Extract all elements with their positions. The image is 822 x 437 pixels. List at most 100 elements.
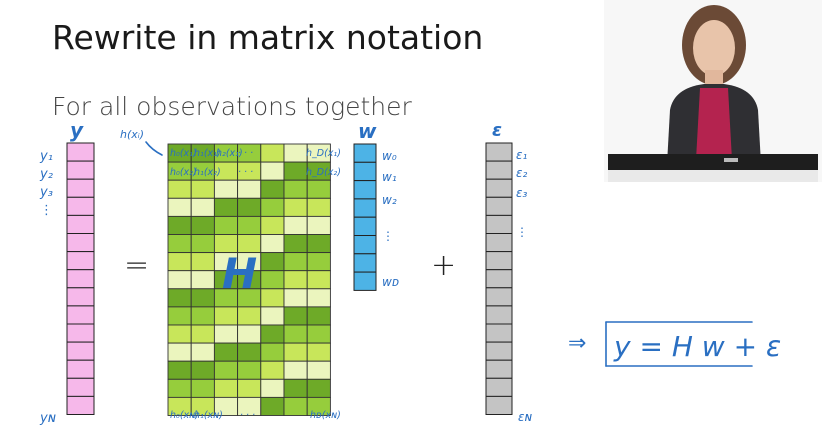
h-matrix-cell [167, 324, 192, 344]
h-first-row-entry: h₀(x₁) [170, 148, 197, 159]
h-matrix-cell [283, 161, 308, 181]
h-matrix-cell [167, 378, 192, 398]
h-matrix-cell [306, 179, 331, 199]
h-matrix-cell [260, 197, 285, 217]
lecturer-video [604, 0, 822, 182]
h-matrix-cell [190, 270, 215, 290]
h-matrix-cell [260, 324, 285, 344]
y-vector: y y₁ y₂ y₃ ⋮ yɴ [39, 118, 95, 426]
h-matrix-cell [213, 306, 239, 326]
h-matrix-cell [283, 270, 308, 290]
h-matrix-cell [167, 215, 192, 235]
h-matrix-cell [237, 342, 262, 362]
h-matrix-cell [167, 179, 192, 199]
h-matrix-cell [306, 396, 331, 416]
y-last-label: yɴ [39, 411, 56, 426]
h-first-row-entry: h₂(x₁) [216, 148, 243, 159]
h-matrix-cell [190, 197, 215, 217]
h-first-row-entry: h_D(x₁) [306, 148, 341, 159]
h-matrix-cell [237, 197, 262, 217]
h-matrix-cell [260, 143, 285, 163]
eps-cell [485, 395, 513, 415]
w-last-label: wᴅ [382, 275, 399, 289]
h-matrix-cell [283, 215, 308, 235]
y-cell [66, 269, 95, 289]
y-cell [66, 142, 95, 162]
w-label: w₁ [382, 170, 397, 184]
h-matrix-cell [213, 215, 239, 235]
h-matrix-cell [306, 215, 331, 235]
h-matrix-cell [260, 179, 285, 199]
eps-cell [485, 359, 513, 379]
h-matrix-cell [306, 252, 331, 272]
eps-label: ⋮ [516, 225, 528, 239]
h-matrix-cell [213, 324, 239, 344]
h-matrix-cell [213, 378, 239, 398]
eps-cell [485, 287, 513, 307]
h-matrix-cell [283, 288, 308, 308]
h-matrix-cell [283, 197, 308, 217]
h-matrix-cell [213, 179, 239, 199]
h-matrix-cell [190, 215, 215, 235]
slide-title: Rewrite in matrix notation [52, 18, 484, 57]
h-matrix-cell [167, 197, 192, 217]
y-label: y₂ [39, 167, 53, 182]
y-cell [66, 377, 95, 397]
h-matrix-cell [283, 396, 308, 416]
h-matrix-cell [283, 143, 308, 163]
result-equation: y = H w + ε [613, 330, 781, 363]
w-cell [353, 198, 377, 218]
w-vector: w w₀ w₁ w₂ ⋮ wᴅ [353, 119, 399, 291]
h-last-row-entry: h₁(xɴ) [194, 410, 223, 421]
h-matrix-cell [190, 234, 215, 254]
h-matrix-cell [306, 270, 331, 290]
h-matrix-cell [283, 179, 308, 199]
h-matrix-cell [237, 378, 262, 398]
h-matrix-cell [306, 324, 331, 344]
h-matrix-cell [306, 306, 331, 326]
w-cell [353, 161, 377, 182]
h-matrix-cell [167, 288, 192, 308]
annotations: ⇒ y = H w + ε [568, 321, 781, 367]
y-label: y₁ [39, 149, 53, 164]
h-matrix-cell [237, 215, 262, 235]
eps-label: ε₃ [516, 186, 527, 200]
h-matrix-cell [283, 252, 308, 272]
h-matrix-cell [283, 234, 308, 254]
h-matrix-cell [190, 252, 215, 272]
h-matrix: Hh(xᵢ)h₀(x₁)h₁(x₁)h₂(x₁)· · · h_D(x₁)h₀(x… [120, 128, 341, 421]
eps-cell [485, 178, 513, 198]
eps-cell [485, 142, 513, 162]
h-matrix-cell [260, 396, 285, 416]
w-label: w₂ [382, 193, 397, 207]
h-second-row-entry: h₁(x₂) [194, 167, 221, 178]
h-matrix-cell [306, 234, 331, 254]
h-matrix-cell [237, 306, 262, 326]
y-cell [66, 233, 95, 253]
y-cell [66, 214, 95, 234]
h-matrix-cell [167, 252, 192, 272]
eps-cell [485, 341, 513, 361]
h-matrix-cell [283, 306, 308, 326]
h-second-row-entry: · · · [238, 167, 253, 178]
w-cell [353, 271, 377, 291]
h-matrix-cell [167, 360, 192, 380]
h-matrix-cell [167, 342, 192, 362]
w-vector-name: w [358, 119, 377, 143]
h-matrix-cell [260, 342, 285, 362]
eps-cell [485, 233, 513, 253]
eps-vector-name: ε [492, 120, 502, 141]
h-row-arrow [145, 141, 163, 156]
w-cell [353, 180, 377, 200]
y-cell [66, 287, 95, 307]
h-matrix-cell [260, 252, 285, 272]
equals-sign: = [124, 248, 150, 283]
eps-cell [485, 377, 513, 397]
w-cell [353, 235, 377, 255]
eps-cell [485, 214, 513, 234]
h-matrix-cell [237, 179, 262, 199]
y-cell [66, 305, 95, 325]
y-label: ⋮ [40, 203, 53, 218]
h-matrix-cell [283, 378, 308, 398]
